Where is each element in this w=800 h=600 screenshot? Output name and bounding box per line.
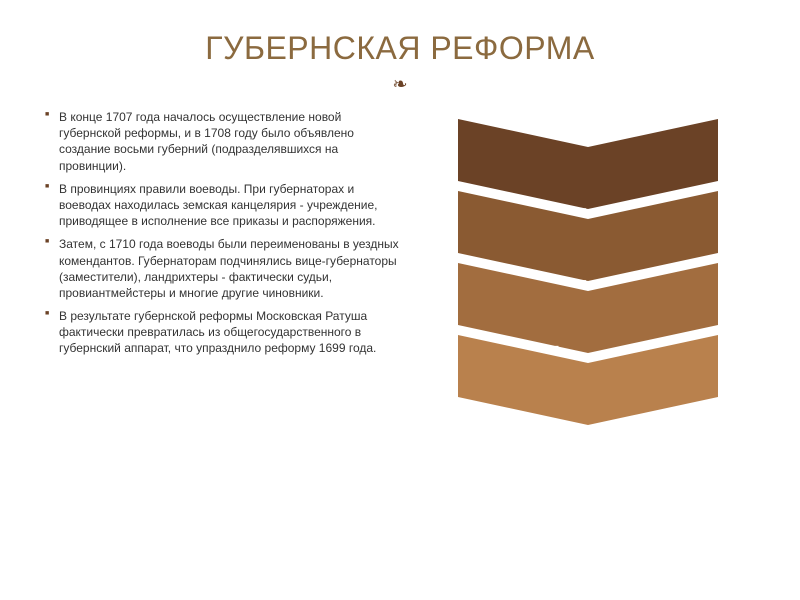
chevron-shape bbox=[458, 335, 718, 425]
content-area: В конце 1707 года началось осуществление… bbox=[45, 109, 755, 425]
list-item: В провинциях правили воеводы. При губерн… bbox=[45, 181, 400, 230]
list-item: В результате губернской реформы Московск… bbox=[45, 308, 400, 357]
bullet-list: В конце 1707 года началось осуществление… bbox=[45, 109, 400, 425]
chevron-step bbox=[458, 335, 718, 425]
slide-title: ГУБЕРНСКАЯ РЕФОРМА bbox=[45, 30, 755, 67]
ornament-icon: ❧ bbox=[45, 75, 755, 93]
chevron-diagram: •8 губе рний губе рнат ор •50 пров инци … bbox=[420, 109, 755, 425]
list-item: В конце 1707 года началось осуществление… bbox=[45, 109, 400, 174]
list-item: Затем, с 1710 года воеводы были переимен… bbox=[45, 236, 400, 301]
